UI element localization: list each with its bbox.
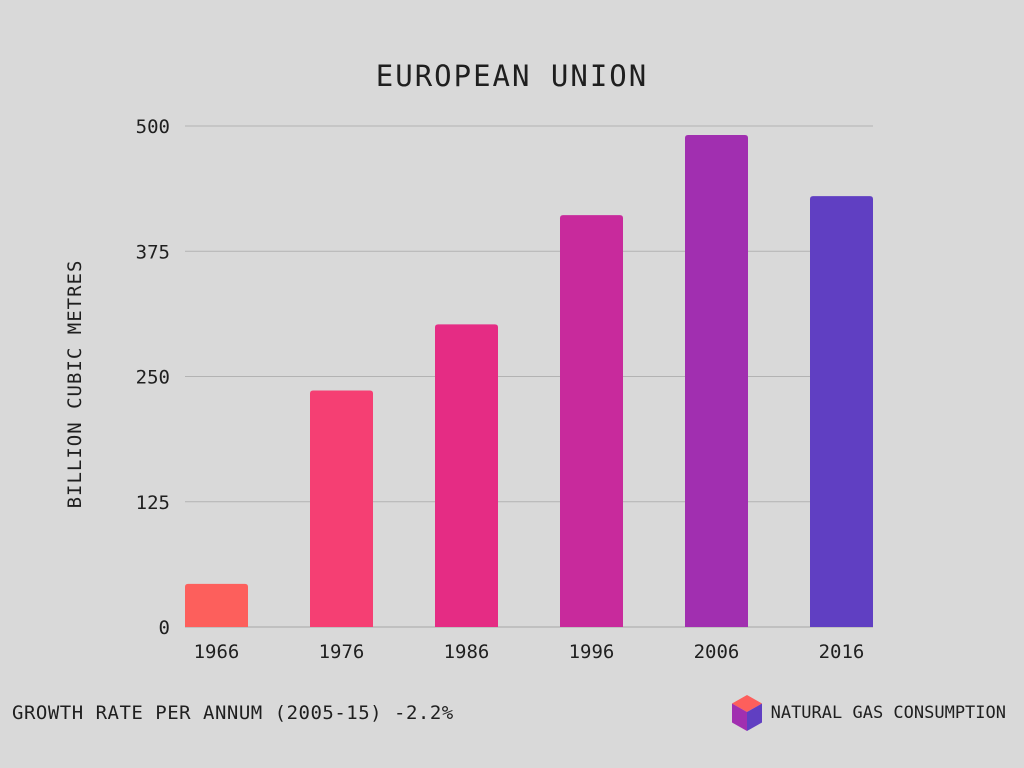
x-tick-label: 1986 [444, 641, 490, 663]
y-tick-label: 0 [159, 617, 170, 639]
y-tick-label: 250 [136, 367, 170, 389]
y-tick-label: 500 [136, 116, 170, 138]
x-tick-label: 1996 [569, 641, 615, 663]
chart-title: EUROPEAN UNION [376, 59, 648, 93]
x-tick-labels: 1966 1976 1986 1996 2006 2016 [194, 641, 865, 663]
x-tick-label: 2006 [694, 641, 740, 663]
bar-1976 [310, 390, 373, 627]
growth-rate-note: GROWTH RATE PER ANNUM (2005-15) -2.2% [12, 702, 454, 724]
bars [185, 135, 873, 628]
x-tick-label: 1976 [319, 641, 365, 663]
y-tick-label: 375 [136, 241, 170, 263]
bar-1966 [185, 583, 248, 627]
bar-1996 [560, 215, 623, 628]
y-axis-label: BILLION CUBIC METRES [64, 260, 86, 509]
y-tick-labels: 0 125 250 375 500 [136, 116, 170, 639]
bar-2016 [810, 196, 873, 627]
bar-1986 [435, 324, 498, 627]
cube-icon [731, 695, 762, 731]
y-tick-label: 125 [136, 492, 170, 514]
gridlines [185, 125, 873, 628]
x-tick-label: 2016 [819, 641, 865, 663]
x-tick-label: 1966 [194, 641, 240, 663]
bar-2006 [685, 135, 748, 627]
legend-label: NATURAL GAS CONSUMPTION [770, 703, 1006, 723]
legend: NATURAL GAS CONSUMPTION [731, 694, 1006, 732]
